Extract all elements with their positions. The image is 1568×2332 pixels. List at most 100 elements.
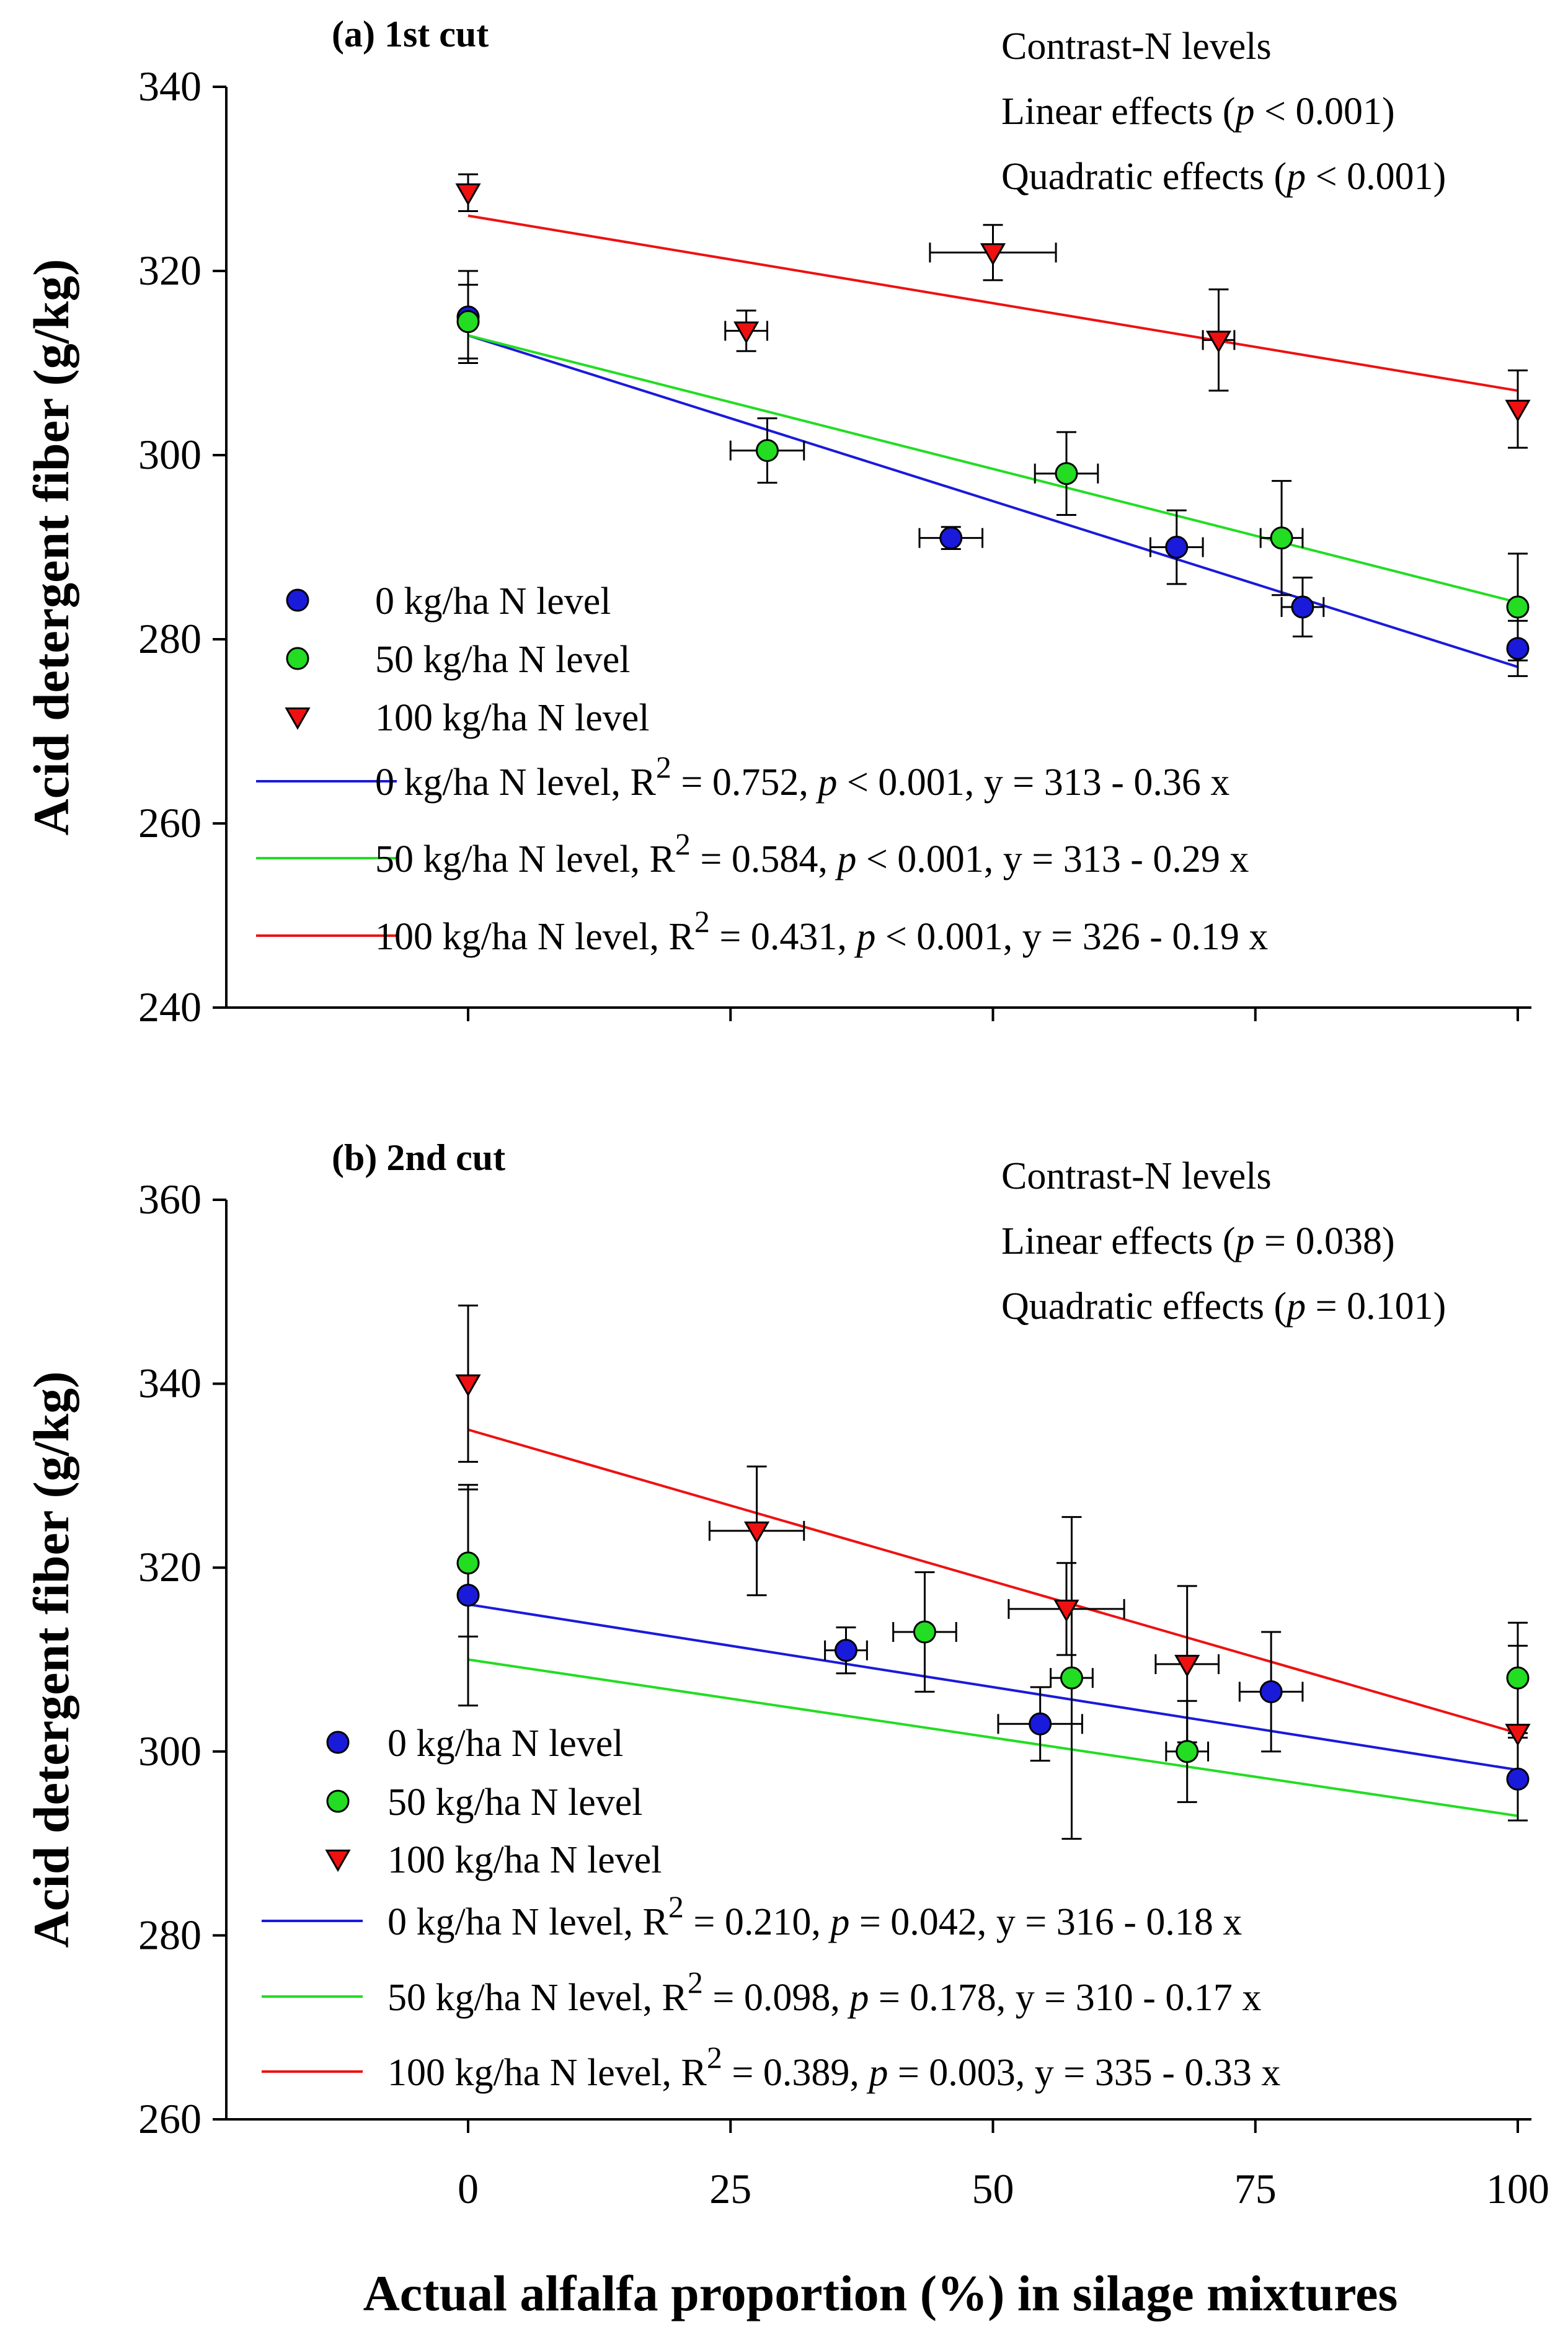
fit-label-equation: < 0.001, y = 313 - 0.36 x [837,761,1229,804]
fit-label-r2-value: = 0.584, [691,838,837,880]
data-point-series-2 [980,243,1006,266]
legend-label-2: 100 kg/ha N level [375,697,650,739]
data-point-series-0 [1506,1767,1530,1791]
data-point-series-2 [455,183,481,206]
data-point-series-0 [939,526,963,550]
legend-marker-0 [286,588,309,612]
y-tick-label: 260 [138,2095,202,2142]
y-tick-label: 360 [138,1176,202,1223]
fit-line-1 [467,1658,1518,1817]
contrast-quadratic-effects-p-symbol: p [1284,1285,1306,1328]
panel-label: (b) 2nd cut [332,1137,505,1178]
fit-label-superscript: 2 [694,904,710,939]
y-tick-label: 240 [138,983,202,1031]
legend-marker-2 [285,707,311,730]
data-point-series-1 [913,1620,936,1644]
fit-label-p-symbol: p [835,838,856,880]
contrast-linear-effects-text: Linear effects ( [1001,91,1236,133]
legend-label-2: 100 kg/ha N level [388,1839,662,1881]
fit-line-2 [467,1428,1518,1735]
contrast-quadratic-effects: Quadratic effects (p < 0.001) [1001,156,1446,198]
data-point-series-0 [1291,595,1314,619]
x-tick-label: 75 [1234,2165,1277,2212]
legend-label-0: 0 kg/ha N level [388,1722,624,1765]
x-tick-label: 50 [972,2165,1014,2212]
panel-b-second-cut: 260 280 300 320 340 360 0 25 50 75 100 Acid deterge… [23,1137,1549,2212]
fit-label-superscript: 2 [656,750,671,784]
legend-fit-label-2: 100 kg/ha N level, R2 = 0.431, p < 0.001… [375,904,1268,958]
contrast-title: Contrast-N levels [1001,1155,1272,1197]
legend-fit-label-1: 50 kg/ha N level, R2 = 0.098, p = 0.178,… [388,1965,1261,2019]
contrast-linear-effects-text: Linear effects ( [1001,1220,1236,1262]
y-tick-label: 340 [138,63,202,110]
legend-fit-label-2: 100 kg/ha N level, R2 = 0.389, p = 0.003… [388,2040,1280,2094]
contrast-quadratic-effects-value: = 0.101) [1306,1285,1446,1328]
fit-label-series-name: 100 kg/ha N level, R [375,916,695,958]
y-axis-title: Acid detergent fiber (g/kg) [23,259,79,836]
contrast-linear-effects-p-symbol: p [1233,1220,1255,1262]
data-point-series-0 [834,1639,857,1662]
fit-label-equation: = 0.178, y = 310 - 0.17 x [869,1977,1261,2019]
data-point-series-2 [1505,399,1531,422]
contrast-quadratic-effects-text: Quadratic effects ( [1001,1285,1287,1328]
fit-label-r2-value: = 0.210, [684,1901,830,1943]
data-point-series-2 [1053,1599,1079,1622]
y-tick-label: 320 [138,247,202,294]
fit-label-r2-value: = 0.431, [710,916,856,958]
data-point-series-1 [1176,1740,1199,1763]
contrast-linear-effects: Linear effects (p < 0.001) [1001,91,1395,133]
legend-label-0: 0 kg/ha N level [375,580,611,623]
data-point-series-1 [1055,462,1078,485]
fit-label-p-symbol: p [866,2052,888,2094]
data-point-series-1 [456,1551,480,1575]
fit-label-superscript: 2 [668,1889,684,1924]
fit-label-series-name: 50 kg/ha N level, R [375,838,676,880]
data-point-series-0 [1029,1712,1052,1736]
fit-label-superscript: 2 [688,1965,703,2000]
fit-label-r2-value: = 0.389, [722,2052,869,2094]
data-point-series-2 [455,1374,481,1397]
y-tick-label: 280 [138,1911,202,1958]
contrast-quadratic-effects-text: Quadratic effects ( [1001,156,1287,198]
contrast-quadratic-effects-p-symbol: p [1284,156,1306,198]
legend-fit-label-0: 0 kg/ha N level, R2 = 0.210, p = 0.042, … [388,1889,1242,1943]
contrast-linear-effects-value: = 0.038) [1255,1220,1395,1262]
fit-label-p-symbol: p [815,761,837,804]
fit-line-1 [467,334,1518,604]
data-point-series-1 [1270,526,1293,550]
legend-marker-1 [286,647,309,670]
legend-marker-2 [325,1850,351,1873]
y-tick-label: 300 [138,431,202,478]
panel-label: (a) 1st cut [332,14,489,55]
data-point-series-2 [1174,1654,1200,1677]
data-point-series-1 [756,439,779,463]
fit-label-equation: = 0.042, y = 316 - 0.18 x [849,1901,1242,1943]
contrast-linear-effects-p-symbol: p [1233,91,1255,133]
data-point-series-2 [1505,1724,1531,1747]
data-point-series-1 [456,310,480,334]
data-point-series-1 [1506,1666,1530,1690]
y-tick-label: 320 [138,1543,202,1590]
fit-label-p-symbol: p [847,1977,869,2019]
data-point-series-2 [1205,330,1232,353]
data-point-series-0 [1259,1680,1283,1703]
y-axis-title: Acid detergent fiber (g/kg) [23,1372,79,1948]
fit-label-p-symbol: p [828,1901,849,1943]
y-tick-label: 300 [138,1727,202,1775]
y-tick-label: 340 [138,1360,202,1407]
contrast-linear-effects: Linear effects (p = 0.038) [1001,1220,1395,1262]
fit-label-equation: = 0.003, y = 335 - 0.33 x [888,2052,1280,2094]
fit-label-equation: < 0.001, y = 313 - 0.29 x [856,838,1249,880]
y-tick-label: 280 [138,615,202,662]
legend-fit-label-0: 0 kg/ha N level, R2 = 0.752, p < 0.001, … [375,750,1229,804]
y-tick-label: 260 [138,799,202,846]
fit-label-series-name: 50 kg/ha N level, R [388,1977,688,2019]
fit-line-2 [467,214,1518,392]
contrast-title: Contrast-N levels [1001,25,1272,68]
data-point-series-1 [1060,1666,1083,1690]
data-point-series-2 [733,321,760,344]
fit-label-equation: < 0.001, y = 326 - 0.19 x [875,916,1268,958]
data-point-series-2 [743,1521,770,1544]
data-point-series-0 [456,1584,480,1607]
